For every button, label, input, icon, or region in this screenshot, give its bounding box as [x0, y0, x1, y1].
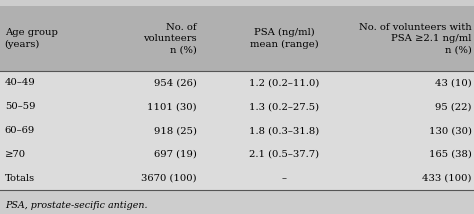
- Text: 1101 (30): 1101 (30): [147, 102, 197, 111]
- Text: 130 (30): 130 (30): [428, 126, 472, 135]
- Text: 1.2 (0.2–11.0): 1.2 (0.2–11.0): [249, 78, 319, 87]
- Text: 43 (10): 43 (10): [435, 78, 472, 87]
- FancyBboxPatch shape: [0, 71, 474, 95]
- FancyBboxPatch shape: [0, 143, 474, 166]
- Text: 433 (100): 433 (100): [422, 174, 472, 183]
- Text: 918 (25): 918 (25): [154, 126, 197, 135]
- FancyBboxPatch shape: [0, 166, 474, 190]
- Text: 95 (22): 95 (22): [435, 102, 472, 111]
- Text: Age group
(years): Age group (years): [5, 28, 58, 49]
- Text: 165 (38): 165 (38): [429, 150, 472, 159]
- FancyBboxPatch shape: [0, 95, 474, 119]
- Text: 697 (19): 697 (19): [154, 150, 197, 159]
- Text: 50–59: 50–59: [5, 102, 35, 111]
- Text: 1.8 (0.3–31.8): 1.8 (0.3–31.8): [249, 126, 319, 135]
- FancyBboxPatch shape: [0, 6, 474, 71]
- FancyBboxPatch shape: [0, 119, 474, 143]
- Text: Totals: Totals: [5, 174, 35, 183]
- Text: 60–69: 60–69: [5, 126, 35, 135]
- Text: 3670 (100): 3670 (100): [141, 174, 197, 183]
- Text: 40–49: 40–49: [5, 78, 36, 87]
- Text: 2.1 (0.5–37.7): 2.1 (0.5–37.7): [249, 150, 319, 159]
- Text: –: –: [282, 174, 287, 183]
- Text: PSA, prostate-secific antigen.: PSA, prostate-secific antigen.: [5, 201, 147, 210]
- Text: 954 (26): 954 (26): [154, 78, 197, 87]
- Text: No. of volunteers with
PSA ≥2.1 ng/ml
n (%): No. of volunteers with PSA ≥2.1 ng/ml n …: [359, 22, 472, 55]
- Text: No. of
volunteers
n (%): No. of volunteers n (%): [143, 22, 197, 55]
- Text: PSA (ng/ml)
mean (range): PSA (ng/ml) mean (range): [250, 28, 319, 49]
- Text: ≥70: ≥70: [5, 150, 26, 159]
- Text: 1.3 (0.2–27.5): 1.3 (0.2–27.5): [249, 102, 319, 111]
